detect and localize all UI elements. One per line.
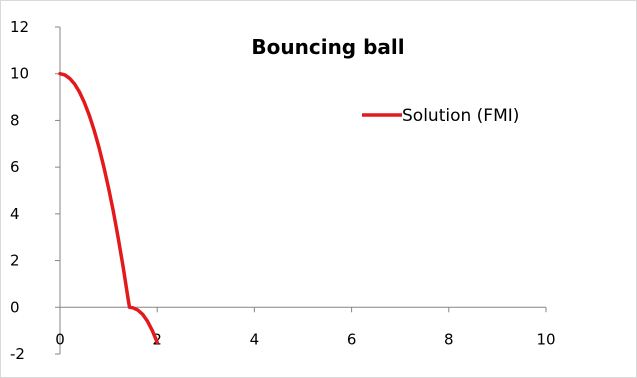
y-tick-label: 12 (10, 18, 29, 36)
series-line-0[interactable] (58, 71, 159, 345)
axes (59, 27, 546, 354)
y-tick-label: 8 (10, 111, 20, 129)
x-tick-label: 6 (347, 330, 357, 348)
y-tick-label: 2 (10, 252, 20, 270)
x-tick-label: 10 (536, 330, 555, 348)
x-tick-labels: 0 2 4 6 8 10 (55, 330, 555, 348)
y-tick-label: 4 (10, 205, 20, 223)
y-tick-label: 6 (10, 158, 20, 176)
y-tick-labels: -2 0 2 4 6 8 10 12 (10, 18, 29, 363)
tick-marks (55, 26, 547, 355)
y-tick-label: -2 (10, 345, 25, 363)
x-tick-label: 8 (444, 330, 454, 348)
legend-label-solution-fmi: Solution (FMI) (402, 106, 519, 126)
x-tick-label: 4 (250, 330, 260, 348)
x-tick-label: 0 (55, 330, 65, 348)
series (58, 71, 159, 345)
legend[interactable]: Solution (FMI) (362, 106, 519, 126)
y-tick-label: 0 (10, 298, 20, 316)
y-tick-label: 10 (10, 65, 29, 83)
chart-title: Bouncing ball (251, 35, 404, 59)
